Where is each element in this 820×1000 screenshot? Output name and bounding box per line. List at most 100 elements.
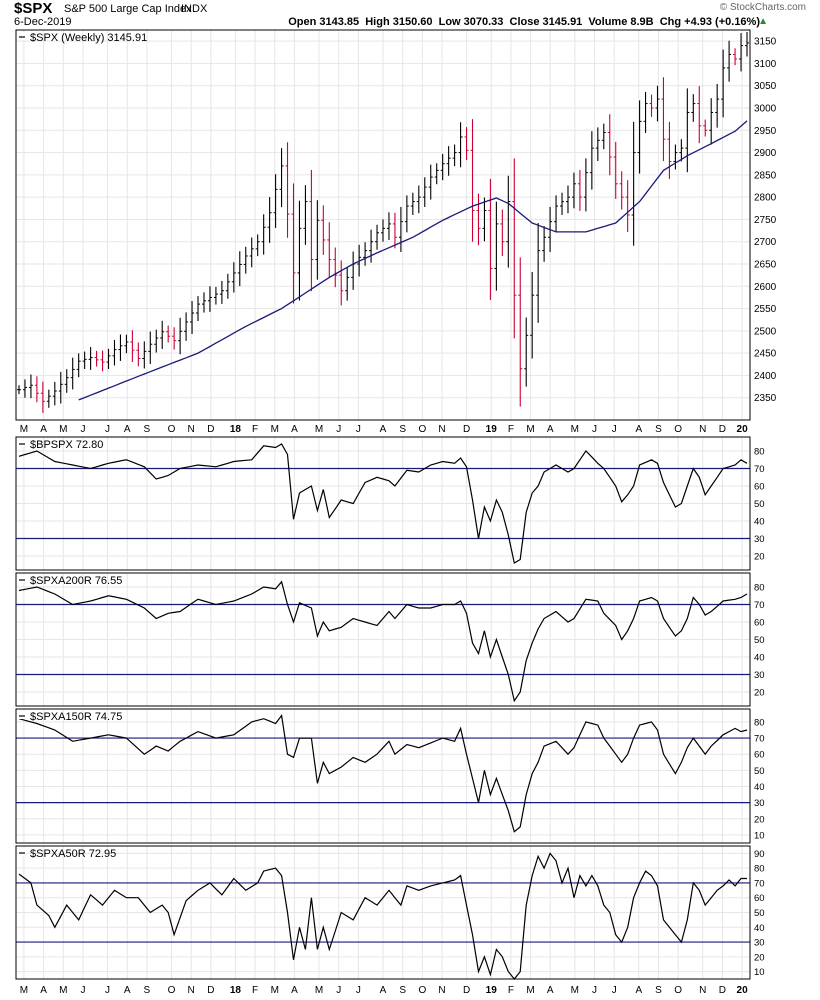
watermark: © StockCharts.com [719,2,806,13]
price-bar-91 [560,192,565,215]
y-tick-1-5: 70 [754,464,765,475]
x-tick-0-30: S [655,424,662,435]
price-bar-58 [363,242,368,266]
panel-marker-bg-4 [18,848,26,856]
price-bar-14 [100,350,105,372]
x-tick-0-4: J [105,424,110,435]
y-tick-0-4: 2550 [754,304,777,315]
price-bar-88 [542,226,547,262]
x-tick-0-25: A [547,424,554,435]
price-bar-13 [94,350,99,367]
panel-frame-3 [15,708,751,844]
y-tick-3-5: 60 [754,750,765,761]
x-tick-1-12: M [271,985,279,996]
x-tick-0-20: N [438,424,445,435]
indicator-line-1 [18,443,748,564]
price-bar-45 [285,142,290,238]
x-tick-0-17: A [380,424,387,435]
x-tick-0-1: A [40,424,47,435]
x-tick-1-34: 20 [737,985,749,996]
price-bar-17 [118,334,123,361]
price-bar-43 [273,174,278,228]
price-bar-46 [291,183,296,304]
price-bar-33 [213,286,218,305]
x-tick-0-7: O [168,424,176,435]
y-tick-4-1: 20 [754,952,765,963]
price-bar-1 [22,379,27,398]
price-bar-106 [649,94,654,117]
x-tick-0-22: 19 [486,424,498,435]
x-tick-1-24: M [526,985,534,996]
x-tick-0-34: 20 [737,424,749,435]
y-tick-0-13: 3000 [754,104,777,115]
x-tick-1-5: A [124,985,131,996]
price-bar-72 [446,146,451,176]
y-tick-0-1: 2400 [754,371,777,382]
x-tick-1-17: A [380,985,387,996]
x-tick-1-1: A [40,985,47,996]
y-tick-0-15: 3100 [754,59,777,70]
price-bar-38 [243,246,248,274]
x-tick-1-27: J [592,985,597,996]
x-tick-1-11: F [252,985,258,996]
price-bar-84 [518,257,523,407]
price-bar-76 [470,119,475,242]
price-bar-9 [70,357,75,390]
price-bar-111 [679,139,684,162]
price-bar-70 [434,163,439,185]
x-tick-1-4: J [105,985,110,996]
y-tick-4-7: 80 [754,864,765,875]
price-bar-42 [267,197,272,243]
x-tick-1-3: J [80,985,85,996]
price-bar-112 [685,88,690,173]
price-bar-3 [34,376,39,403]
price-bar-119 [727,40,732,82]
price-bar-8 [64,369,69,393]
price-bar-117 [715,83,720,128]
price-bar-114 [697,86,702,144]
price-bar-77 [476,193,481,246]
price-bar-68 [422,177,427,207]
price-bar-107 [655,85,660,122]
panel-label-1: $BPSPX 72.80 [30,439,103,451]
x-tick-0-3: J [80,424,85,435]
price-bar-95 [583,158,588,212]
indicator-line-3 [18,713,748,833]
y-tick-4-8: 90 [754,849,765,860]
price-bar-55 [345,267,350,301]
panel-frame-2 [15,572,751,707]
security-name: S&P 500 Large Cap Index [64,3,192,15]
indicator-line-2 [18,580,748,703]
price-bar-28 [184,312,189,341]
price-bar-16 [112,339,117,366]
price-bar-35 [225,273,230,299]
y-tick-0-9: 2800 [754,193,777,204]
price-bar-75 [464,127,469,161]
price-bar-63 [392,212,397,249]
price-bar-30 [196,296,201,322]
y-tick-3-3: 40 [754,782,765,793]
price-bar-93 [571,172,576,209]
x-tick-1-29: A [635,985,642,996]
price-bar-64 [398,206,403,252]
price-bar-12 [88,347,93,370]
x-tick-1-23: F [508,985,514,996]
y-tick-0-14: 3050 [754,81,777,92]
y-tick-3-2: 30 [754,798,765,809]
price-bar-116 [709,98,714,145]
price-bar-22 [148,331,153,365]
y-tick-4-5: 60 [754,893,765,904]
y-tick-1-6: 80 [754,447,765,458]
y-tick-4-2: 30 [754,938,765,949]
x-tick-0-9: D [207,424,214,435]
y-tick-2-6: 80 [754,583,765,594]
price-bar-62 [386,212,391,240]
price-bar-40 [255,234,260,257]
y-tick-0-5: 2600 [754,282,777,293]
price-bar-48 [303,185,308,245]
y-tick-2-2: 40 [754,653,765,664]
x-tick-1-19: O [418,985,426,996]
price-bar-15 [106,348,111,370]
price-bar-97 [595,127,600,162]
price-bar-2 [28,374,33,399]
